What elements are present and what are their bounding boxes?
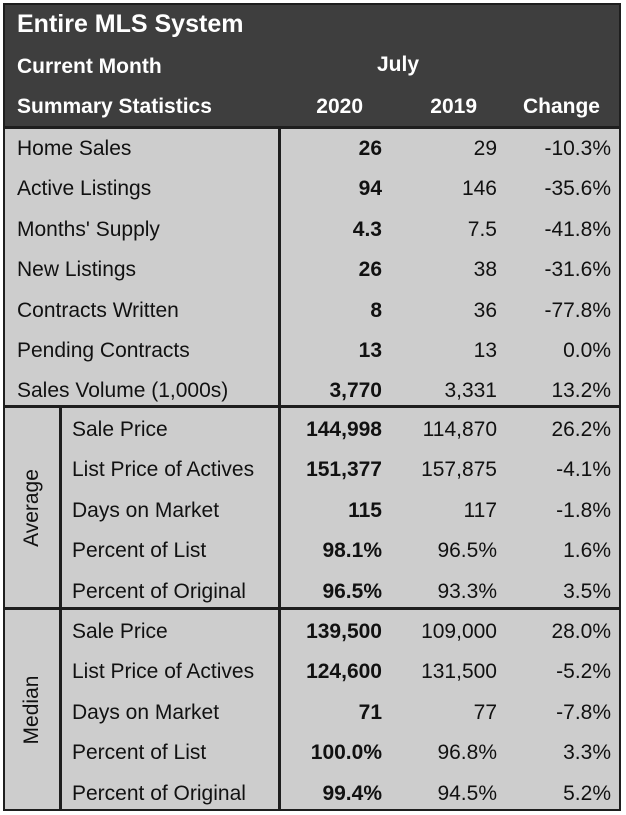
row-label: List Price of Actives: [72, 660, 255, 684]
summary-statistics-label: Summary Statistics: [17, 95, 212, 118]
value-change: 3.3%: [563, 741, 611, 765]
average-section-divider: [5, 405, 619, 408]
table-row: List Price of Actives 151,377 157,875 -4.1%: [5, 450, 619, 490]
value-2019: 96.8%: [437, 741, 497, 765]
current-month-label: Current Month: [17, 55, 162, 78]
value-change: -5.2%: [556, 660, 611, 684]
value-2020: 124,600: [306, 660, 382, 684]
row-label: Pending Contracts: [17, 339, 190, 362]
value-2020: 8: [370, 298, 382, 322]
value-change: -7.8%: [556, 700, 611, 724]
header-divider: [5, 126, 619, 129]
value-change: 0.0%: [563, 339, 611, 362]
value-change: -1.8%: [556, 498, 611, 522]
group-label-divider: [59, 405, 62, 809]
value-change: -77.8%: [544, 298, 611, 322]
table-row: Active Listings 94 146 -35.6%: [5, 169, 619, 209]
value-2019: 93.3%: [437, 579, 497, 603]
row-label: Months' Supply: [17, 217, 160, 241]
row-label: Active Listings: [17, 177, 152, 201]
value-2019: 131,500: [421, 660, 497, 684]
value-2020: 3,770: [329, 379, 382, 403]
value-change: 5.2%: [563, 781, 611, 805]
value-2019: 13: [473, 339, 497, 362]
column-header-change: Change: [522, 95, 600, 118]
value-2020: 144,998: [306, 418, 382, 441]
value-2019: 117: [463, 498, 497, 522]
median-section-divider: [5, 607, 619, 610]
value-change: 28.0%: [551, 620, 611, 643]
value-2020: 26: [358, 137, 382, 160]
table-row: Days on Market 71 77 -7.8%: [5, 693, 619, 733]
table-row: Percent of List 100.0% 96.8% 3.3%: [5, 733, 619, 773]
value-change: 3.5%: [563, 579, 611, 603]
row-label: Sale Price: [72, 620, 168, 643]
value-2020: 98.1%: [322, 539, 382, 563]
value-change: -10.3%: [544, 137, 611, 160]
value-2019: 109,000: [421, 620, 497, 643]
value-2020: 96.5%: [322, 579, 382, 603]
value-change: 13.2%: [551, 379, 611, 403]
value-change: -41.8%: [544, 217, 611, 241]
value-2019: 36: [473, 298, 497, 322]
row-label: Percent of Original: [72, 579, 246, 603]
value-2019: 157,875: [421, 458, 497, 482]
row-label: Sales Volume (1,000s): [17, 379, 229, 403]
column-header-2019: 2019: [430, 95, 477, 118]
value-2020: 151,377: [306, 458, 382, 482]
table-row: Days on Market 115 117 -1.8%: [5, 491, 619, 531]
table-row: Pending Contracts 13 13 0.0%: [5, 331, 619, 371]
table-row: List Price of Actives 124,600 131,500 -5.2%: [5, 652, 619, 692]
table-row: Sale Price 139,500 109,000 28.0%: [5, 612, 619, 652]
value-2019: 7.5: [467, 217, 497, 241]
table-title: Entire MLS System: [17, 10, 244, 38]
table-row: Home Sales 26 29 -10.3%: [5, 129, 619, 169]
value-2019: 114,870: [422, 418, 497, 441]
row-label: Percent of Original: [72, 781, 246, 805]
row-label: New Listings: [17, 258, 137, 282]
row-label: Percent of List: [72, 539, 207, 563]
value-2020: 139,500: [306, 620, 382, 643]
row-label: List Price of Actives: [72, 458, 255, 482]
value-change: 26.2%: [551, 418, 611, 441]
value-2020: 4.3: [352, 217, 382, 241]
mls-statistics-table: Entire MLS System Current Month July Sum…: [3, 3, 621, 811]
value-2019: 29: [473, 137, 497, 160]
table-row: Percent of List 98.1% 96.5% 1.6%: [5, 531, 619, 571]
row-label: Days on Market: [72, 498, 220, 522]
table-row: Months' Supply 4.3 7.5 -41.8%: [5, 210, 619, 250]
table-row: Sales Volume (1,000s) 3,770 3,331 13.2%: [5, 371, 619, 411]
value-change: 1.6%: [563, 539, 611, 563]
table-header: Entire MLS System Current Month July Sum…: [5, 5, 619, 126]
value-change: -4.1%: [556, 458, 611, 482]
table-row: Sale Price 144,998 114,870 26.2%: [5, 410, 619, 450]
value-2019: 77: [473, 700, 497, 724]
month-label: July: [377, 53, 420, 76]
value-2020: 99.4%: [322, 781, 382, 805]
row-label: Contracts Written: [17, 298, 179, 322]
value-change: -35.6%: [544, 177, 611, 201]
value-2019: 146: [461, 177, 497, 201]
row-label: Percent of List: [72, 741, 207, 765]
table-row: Percent of Original 99.4% 94.5% 5.2%: [5, 774, 619, 814]
value-2019: 96.5%: [437, 539, 497, 563]
value-2020: 13: [358, 339, 382, 362]
row-label: Sale Price: [72, 418, 168, 441]
column-header-2020: 2020: [316, 95, 363, 118]
row-label: Home Sales: [17, 137, 132, 160]
value-2020: 71: [358, 700, 382, 724]
value-2020: 94: [358, 177, 382, 201]
value-2020: 26: [358, 258, 382, 282]
value-2020: 100.0%: [310, 741, 382, 765]
value-2020: 115: [348, 498, 382, 522]
column-divider: [278, 126, 281, 809]
table-row: New Listings 26 38 -31.6%: [5, 250, 619, 290]
table-row: Contracts Written 8 36 -77.8%: [5, 291, 619, 331]
value-2019: 3,331: [444, 379, 497, 403]
value-2019: 94.5%: [437, 781, 497, 805]
row-label: Days on Market: [72, 700, 220, 724]
table-row: Percent of Original 96.5% 93.3% 3.5%: [5, 572, 619, 612]
value-change: -31.6%: [544, 258, 611, 282]
value-2019: 38: [473, 258, 497, 282]
